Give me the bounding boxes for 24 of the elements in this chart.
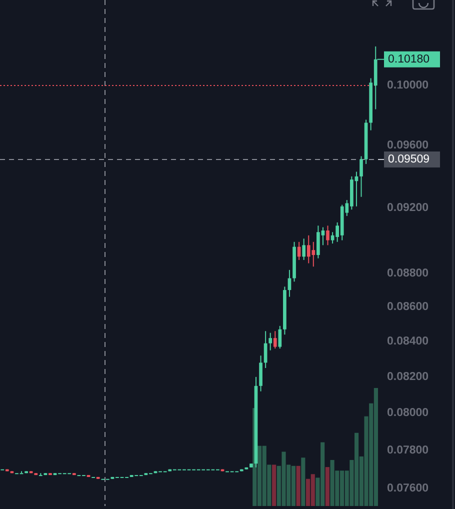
candlestick <box>360 156 363 198</box>
y-tick-label: 0.08400 <box>387 336 429 348</box>
candlestick <box>38 472 42 476</box>
y-tick-label: 0.07800 <box>387 444 429 456</box>
bar <box>296 466 300 506</box>
y-tick-label: 0.09600 <box>387 139 429 152</box>
bar <box>301 458 306 506</box>
y-tick-label: 0.08000 <box>387 407 429 420</box>
candlestick <box>268 332 272 351</box>
y-tick-label: 0.09200 <box>387 202 429 214</box>
candlestick <box>302 238 306 260</box>
y-tick-label: 0.08200 <box>387 370 429 383</box>
ref-line-label: 0.09509 <box>388 153 430 166</box>
candlestick <box>326 225 330 246</box>
y-tick-label: 0.10000 <box>387 80 429 92</box>
y-tick-label: 0.08600 <box>387 301 429 314</box>
bar <box>325 467 330 506</box>
candlestick <box>259 355 262 392</box>
text: 0.10180 <box>388 53 430 66</box>
candlestick <box>278 325 282 350</box>
candlestick <box>273 330 277 350</box>
y-tick-label: 0.07600 <box>387 482 429 495</box>
bar <box>272 464 276 506</box>
y-tick-label: 0.08800 <box>387 267 429 280</box>
